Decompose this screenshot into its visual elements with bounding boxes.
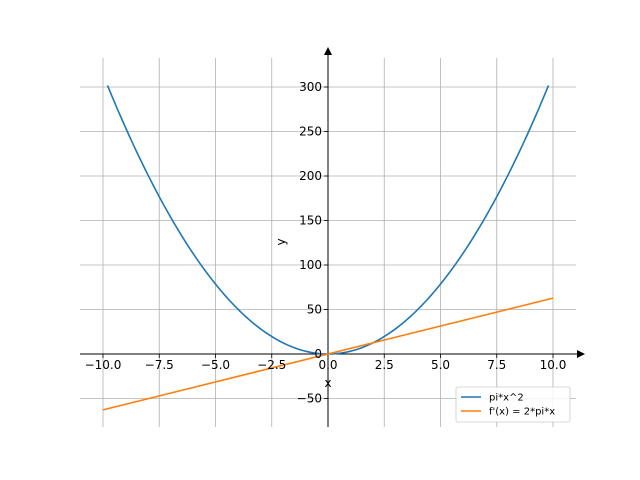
series-line-2 [102,297,554,411]
legend-entry-1: pi*x^2 [489,393,524,404]
y-tick-label: 100 [299,258,322,272]
y-axis-label: y [274,238,288,245]
x-tick-label: −5.0 [201,358,230,372]
legend-box [455,386,571,423]
tick-labels: −10.0 −7.5 −5.0 −2.5 0.0 2.5 5.0 7.5 10.0 −50 0 50 1… [85,80,567,406]
y-tick-label: 300 [299,80,322,94]
y-tick-label: 50 [307,303,322,317]
legend-entry-2: f'(x) = 2*pi*x [489,407,555,418]
x-axis-label: x [324,376,331,390]
y-tick-label: 200 [299,169,322,183]
x-tick-label: −10.0 [85,358,122,372]
x-tick-label: −2.5 [257,358,286,372]
y-tick-label: −50 [297,392,322,406]
x-tick-label: 5.0 [431,358,450,372]
x-tick-label: 0.0 [318,358,337,372]
x-tick-label: 7.5 [487,358,506,372]
legend: pi*x^2 f'(x) = 2*pi*x [455,386,571,423]
series [102,85,554,411]
x-tick-label: 2.5 [375,358,394,372]
y-tick-label: 0 [314,347,322,361]
y-axis-arrow [324,47,332,55]
x-tick-label: −7.5 [145,358,174,372]
y-tick-label: 250 [299,125,322,139]
y-tick-label: 150 [299,214,322,228]
x-axis-arrow [577,350,585,358]
x-tick-label: 10.0 [540,358,567,372]
